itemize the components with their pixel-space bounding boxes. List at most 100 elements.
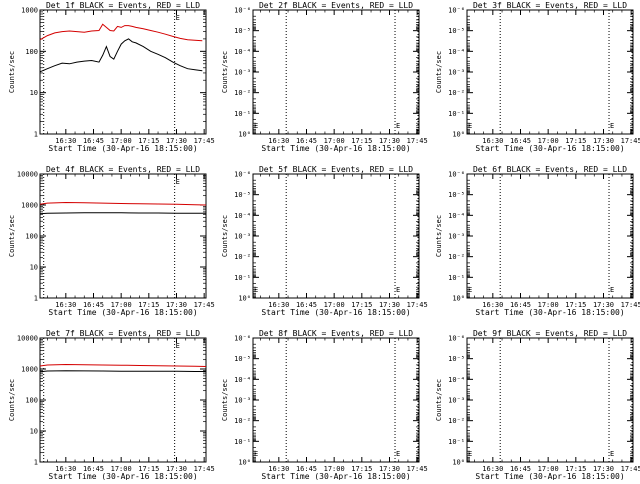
y-tick-label: 10⁻⁵ <box>234 27 251 35</box>
y-tick-label: 10⁻⁵ <box>234 355 251 363</box>
y-tick-label: 10⁰ <box>238 295 251 303</box>
x-tick-label: 17:00 <box>538 137 559 145</box>
x-tick-label: 17:00 <box>111 301 132 309</box>
lld-series-line <box>39 23 203 42</box>
y-tick-label: 10⁻³ <box>448 233 465 241</box>
plot-frame <box>466 173 634 299</box>
plot-frame <box>466 337 634 463</box>
plot-frame <box>466 9 634 135</box>
y-tick-label: 10 <box>30 264 38 272</box>
x-tick-label: 17:45 <box>194 465 215 473</box>
x-tick-label: 17:30 <box>166 137 187 145</box>
y-tick-label: 10⁻¹ <box>234 274 251 282</box>
y-tick-label: 1 <box>34 459 38 467</box>
event-marker-label: E <box>468 122 472 130</box>
x-axis-label: Start Time (30-Apr-16 18:15:00) <box>261 472 410 480</box>
y-tick-label: 10⁻¹ <box>448 274 465 282</box>
x-tick-label: 17:15 <box>565 137 586 145</box>
y-tick-label: 10⁰ <box>238 131 251 139</box>
x-tick-label: 17:45 <box>194 301 215 309</box>
panel-title: Det 1f BLACK = Events, RED = LLD <box>46 1 200 10</box>
y-tick-label: 10⁻³ <box>234 69 251 77</box>
x-tick-label: 17:30 <box>593 137 614 145</box>
x-tick-label: 16:30 <box>482 465 503 473</box>
event-marker-label: E <box>396 450 400 458</box>
y-tick-label: 100 <box>25 233 38 241</box>
plot-frame <box>39 337 207 463</box>
event-marker-label: E <box>468 286 472 294</box>
event-marker-label: E <box>176 14 180 22</box>
x-tick-label: 17:00 <box>324 301 345 309</box>
x-tick-label: 16:45 <box>83 301 104 309</box>
y-tick-label: 10000 <box>17 335 38 343</box>
x-tick-label: 17:15 <box>565 465 586 473</box>
x-tick-label: 17:45 <box>407 465 428 473</box>
y-axis-label: Counts/sec <box>8 215 16 257</box>
lld-series-line <box>39 201 207 206</box>
y-tick-label: 10⁻⁶ <box>448 335 465 343</box>
x-tick-label: 17:45 <box>621 301 640 309</box>
x-tick-label: 16:45 <box>296 137 317 145</box>
panel-title: Det 3f BLACK = Events, RED = LLD <box>473 1 627 10</box>
y-axis-label: Counts/sec <box>8 379 16 421</box>
panel-title: Det 8f BLACK = Events, RED = LLD <box>259 329 413 338</box>
y-tick-label: 10000 <box>17 171 38 179</box>
x-tick-label: 16:30 <box>482 137 503 145</box>
x-tick-label: 17:45 <box>621 137 640 145</box>
y-tick-label: 10⁻³ <box>448 69 465 77</box>
detector-panel-2: Det 2f BLACK = Events, RED = LLD 10⁰ 10⁻¹ 1… <box>221 1 428 153</box>
y-tick-label: 10⁻⁶ <box>234 171 251 179</box>
y-tick-label: 10 <box>30 89 38 97</box>
event-marker-label: E <box>610 286 614 294</box>
detector-panel-6: Det 6f BLACK = Events, RED = LLD 10⁰ 10⁻¹ 1… <box>435 165 640 317</box>
x-tick-label: 17:30 <box>166 301 187 309</box>
event-marker-label: E <box>396 122 400 130</box>
y-tick-label: 10⁻⁴ <box>448 376 465 384</box>
event-marker-label: E <box>176 342 180 350</box>
y-tick-label: 10⁻⁴ <box>448 48 465 56</box>
events-series-line <box>39 370 206 373</box>
y-tick-label: 10⁻² <box>234 89 251 97</box>
x-tick-label: 16:30 <box>268 465 289 473</box>
y-tick-label: 10⁻⁶ <box>234 7 251 15</box>
y-tick-label: 10⁻⁵ <box>234 191 251 199</box>
y-axis-label: Counts/sec <box>435 51 443 93</box>
x-tick-label: 17:15 <box>138 137 159 145</box>
y-axis-label: Counts/sec <box>8 51 16 93</box>
y-axis-label: Counts/sec <box>221 379 229 421</box>
y-tick-label: 10⁻³ <box>234 397 251 405</box>
event-marker-label: E <box>610 122 614 130</box>
y-tick-label: 10⁻¹ <box>448 110 465 118</box>
y-tick-label: 10⁰ <box>452 295 465 303</box>
y-tick-label: 10⁻⁶ <box>448 171 465 179</box>
y-tick-label: 10⁻⁴ <box>234 48 251 56</box>
y-axis-label: Counts/sec <box>221 51 229 93</box>
y-tick-label: 10⁻⁴ <box>234 376 251 384</box>
panel-title: Det 5f BLACK = Events, RED = LLD <box>259 165 413 174</box>
x-tick-label: 17:00 <box>111 137 132 145</box>
y-tick-label: 10⁻³ <box>448 397 465 405</box>
panel-title: Det 9f BLACK = Events, RED = LLD <box>473 329 627 338</box>
y-tick-label: 10⁻⁶ <box>448 7 465 15</box>
x-tick-label: 17:00 <box>324 137 345 145</box>
plot-frame <box>39 173 207 299</box>
x-tick-label: 16:45 <box>83 465 104 473</box>
x-axis-label: Start Time (30-Apr-16 18:15:00) <box>261 308 410 317</box>
y-tick-label: 10⁻³ <box>234 233 251 241</box>
detector-panel-8: Det 8f BLACK = Events, RED = LLD 10⁰ 10⁻¹ 1… <box>221 329 428 481</box>
event-marker-label: E <box>610 450 614 458</box>
panel-title: Det 4f BLACK = Events, RED = LLD <box>46 165 200 174</box>
plot-frame <box>39 9 207 135</box>
y-tick-label: 10⁻² <box>234 253 251 261</box>
x-tick-label: 16:45 <box>296 465 317 473</box>
x-tick-label: 16:30 <box>55 301 76 309</box>
x-axis-label: Start Time (30-Apr-16 18:15:00) <box>261 144 410 153</box>
panel-title: Det 7f BLACK = Events, RED = LLD <box>46 329 200 338</box>
x-tick-label: 17:30 <box>379 137 400 145</box>
x-axis-label: Start Time (30-Apr-16 18:15:00) <box>48 472 197 480</box>
y-tick-label: 10⁻⁵ <box>448 355 465 363</box>
x-tick-label: 16:30 <box>482 301 503 309</box>
y-tick-label: 10⁰ <box>238 459 251 467</box>
x-tick-label: 16:30 <box>55 137 76 145</box>
